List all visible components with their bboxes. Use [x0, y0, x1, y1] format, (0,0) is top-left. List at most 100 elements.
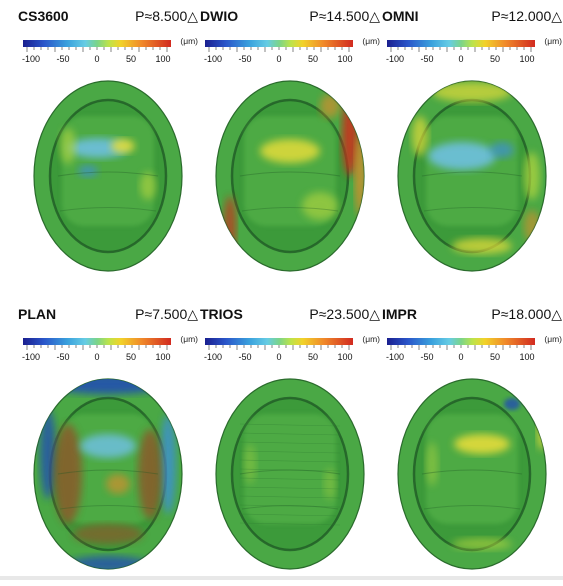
scan-texture-line: [239, 504, 341, 508]
tick-labels: -100 -50 0 50 100: [18, 54, 198, 66]
color-scale-bar: [205, 40, 353, 47]
tick-label: 50: [125, 352, 137, 362]
p-value: P≈8.500△: [135, 8, 198, 24]
p-value: P≈18.000△: [491, 306, 562, 322]
deviation-spot: [106, 474, 130, 494]
deviation-spot: [454, 434, 510, 454]
tick-label: -50: [238, 54, 252, 64]
deviation-spot: [537, 418, 546, 450]
unit-label: (μm): [362, 36, 380, 46]
tick-labels: -100 -50 0 50 100: [382, 352, 562, 364]
tick-label: 50: [125, 54, 137, 64]
panel-header: TRIOS P≈23.500△: [200, 306, 380, 326]
scan-texture-line: [239, 522, 341, 526]
scan-texture-line: [239, 468, 341, 472]
deviation-spot: [224, 196, 236, 256]
color-scale: (μm) -100 -50 0 50 100: [382, 30, 562, 70]
tick-label: -100: [385, 352, 405, 362]
color-scale: (μm) -100 -50 0 50 100: [382, 328, 562, 368]
deviation-spot: [78, 165, 98, 177]
surface-contour: [59, 207, 157, 212]
scan-texture-line: [239, 450, 341, 454]
tick-label: -50: [238, 352, 252, 362]
scan-texture-line: [239, 423, 341, 427]
deviation-spot: [244, 444, 256, 484]
tick-label: 100: [337, 54, 353, 64]
deviation-spot: [60, 128, 76, 164]
cavity-floor: [244, 414, 336, 524]
panel-header: PLAN P≈7.500△: [18, 306, 198, 326]
panel-dwio: DWIO P≈14.500△ (μm) -100 -50 0 50 100: [200, 8, 380, 288]
surface-contour: [423, 207, 521, 212]
tick-label: 0: [94, 352, 100, 362]
color-scale-bar: [387, 338, 535, 345]
color-scale-ticks: [390, 47, 532, 52]
deviation-spot: [111, 139, 135, 153]
deviation-spot: [54, 424, 82, 524]
color-scale-ticks: [208, 345, 350, 350]
color-scale-bar: [205, 338, 353, 345]
tick-label: -100: [21, 54, 41, 64]
color-scale-ticks: [26, 345, 168, 350]
color-scale-ticks: [208, 47, 350, 52]
deviation-spot: [524, 152, 540, 200]
deviation-spot: [138, 429, 162, 519]
tick-label: 100: [337, 352, 353, 362]
color-scale-bar: [23, 40, 171, 47]
tick-label: 100: [519, 54, 535, 64]
panel-trios: TRIOS P≈23.500△ (μm) -100 -50 0 50 100: [200, 306, 380, 586]
panel-header: OMNI P≈12.000△: [382, 8, 562, 28]
deviation-map-dwio: [215, 80, 365, 272]
cavity-rim: [230, 98, 350, 254]
deviation-spot: [260, 139, 320, 163]
deviation-spot: [355, 136, 364, 216]
surface-contour: [57, 469, 159, 475]
panel-plan: PLAN P≈7.500△ (μm) -100 -50 0 50 100: [18, 306, 198, 586]
bottom-strip: [0, 576, 563, 580]
scan-texture-line: [239, 486, 341, 490]
scan-texture-line: [239, 477, 341, 481]
surface-contour: [241, 505, 339, 510]
color-scale-bar: [23, 338, 171, 345]
tick-label: -100: [203, 54, 223, 64]
scanner-name: IMPR: [382, 306, 417, 322]
tick-label: -100: [385, 54, 405, 64]
deviation-map-plan: [33, 378, 183, 570]
color-scale-ticks: [390, 345, 532, 350]
scanner-name: DWIO: [200, 8, 239, 24]
surface-contour: [239, 171, 341, 177]
deviation-spot: [432, 82, 512, 102]
deviation-spot: [40, 409, 56, 499]
deviation-map-cs3600: [33, 80, 183, 272]
tick-label: 100: [519, 352, 535, 362]
surface-contour: [239, 469, 341, 475]
unit-label: (μm): [180, 334, 198, 344]
panel-header: CS3600 P≈8.500△: [18, 8, 198, 28]
tick-labels: -100 -50 0 50 100: [200, 54, 380, 66]
tick-label: -50: [420, 54, 434, 64]
cavity-rim: [230, 396, 350, 552]
deviation-spot: [302, 192, 338, 220]
scanner-name: CS3600: [18, 8, 69, 24]
p-value: P≈14.500△: [309, 8, 380, 24]
tick-label: 50: [489, 54, 501, 64]
tick-label: 0: [458, 54, 464, 64]
scanner-name: OMNI: [382, 8, 419, 24]
p-value: P≈12.000△: [491, 8, 562, 24]
deviation-spot: [452, 238, 512, 254]
tick-label: 100: [155, 352, 171, 362]
color-scale: (μm) -100 -50 0 50 100: [18, 328, 198, 368]
panel-cs3600: CS3600 P≈8.500△ (μm) -100 -50 0 50 100: [18, 8, 198, 288]
tick-labels: -100 -50 0 50 100: [18, 352, 198, 364]
tick-label: 100: [155, 54, 171, 64]
panel-omni: OMNI P≈12.000△ (μm) -100 -50 0 50 100: [382, 8, 562, 288]
deviation-map-omni: [397, 80, 547, 272]
deviation-spot: [504, 398, 520, 410]
deviation-spot: [324, 468, 336, 500]
tick-label: -100: [203, 352, 223, 362]
surface-contour: [421, 469, 523, 475]
deviation-spot: [73, 524, 143, 544]
scan-texture-line: [239, 441, 341, 445]
tick-label: -50: [420, 352, 434, 362]
